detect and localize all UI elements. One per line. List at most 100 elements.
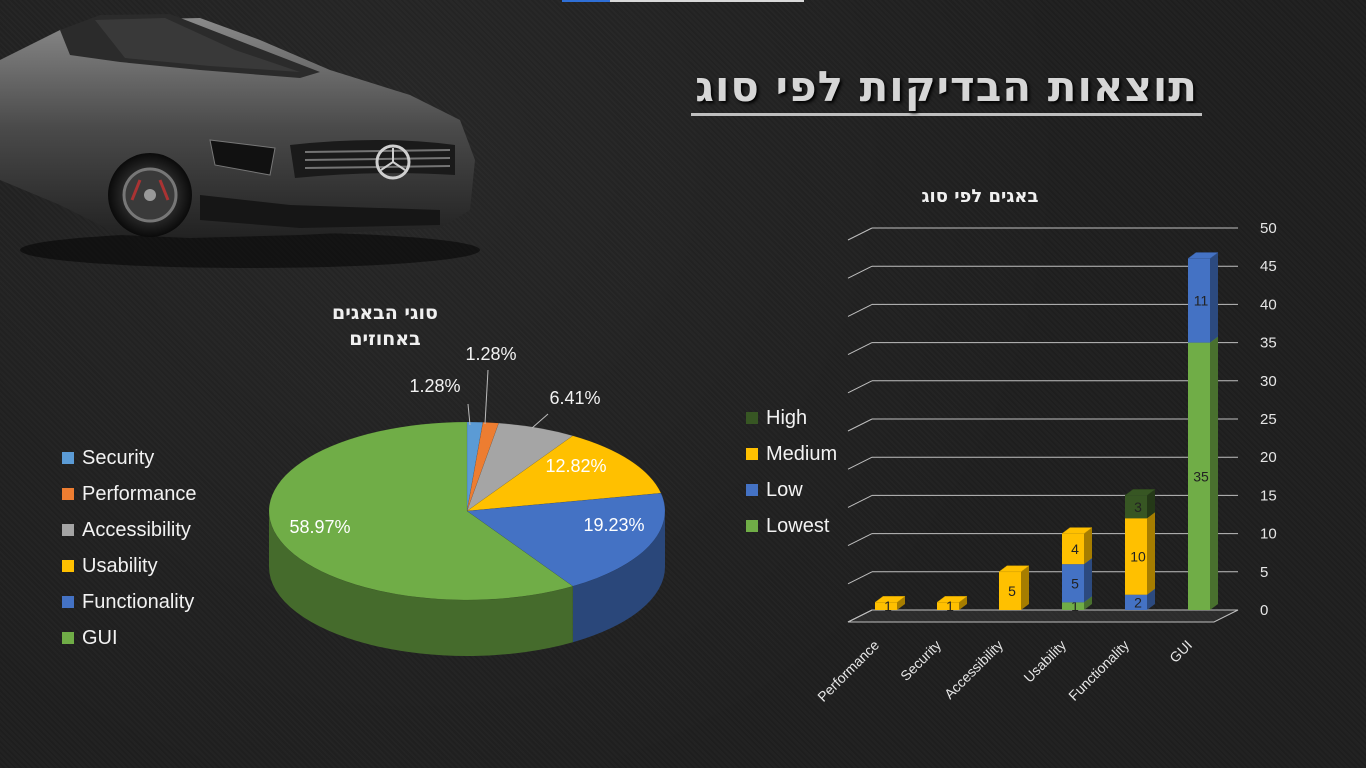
pie-slice-accessibility	[466, 422, 574, 512]
pie-slice-side-functionality	[572, 511, 665, 643]
bar-y-tick-label: 45	[1260, 258, 1277, 275]
bar-legend-item-lowest: Lowest	[746, 508, 837, 544]
bar-segment-top	[1061, 557, 1093, 565]
pie-legend-swatch	[62, 488, 74, 500]
pie-legend-item-accessibility: Accessibility	[62, 512, 197, 548]
pie-legend-swatch	[62, 452, 74, 464]
bar-segment-side	[897, 596, 905, 610]
page-title: תוצאות הבדיקות לפי סוג	[691, 62, 1202, 116]
bar-data-label: 1	[946, 598, 954, 614]
bar-legend-label: Low	[766, 478, 803, 501]
pie-legend-swatch	[62, 560, 74, 572]
pie-legend-item-functionality: Functionality	[62, 584, 197, 620]
bar-segment-top	[1124, 588, 1156, 595]
bar-segment-side	[1147, 489, 1155, 519]
pie-slice-usability	[466, 435, 662, 512]
bar-legend: High Medium Low Lowest	[746, 400, 837, 544]
slide-top-bar-accent	[562, 0, 610, 2]
bar-segment-side	[959, 596, 967, 610]
bar-legend-swatch	[746, 520, 758, 532]
pie-legend-label: Accessibility	[82, 518, 191, 541]
bar-segment-usability-low	[1062, 564, 1084, 603]
bar-floor	[847, 609, 1239, 623]
pie-leader-line	[467, 403, 471, 426]
bar-gridline-depth	[847, 342, 873, 356]
bar-segment-accessibility-medium	[999, 571, 1021, 610]
pie-slice-security	[466, 421, 484, 512]
pie-legend-label: GUI	[82, 626, 118, 649]
pie-legend-item-gui: GUI	[62, 620, 197, 656]
pie-data-label-accessibility: 6.41%	[549, 388, 600, 408]
bar-segment-top	[936, 596, 968, 603]
pie-data-label-performance: 1.28%	[465, 344, 516, 364]
bar-data-label: 2	[1134, 594, 1142, 610]
bar-legend-item-medium: Medium	[746, 436, 837, 472]
bar-segment-side	[1021, 565, 1029, 610]
bar-x-tick-label-security: Security	[897, 637, 944, 684]
bar-segment-side	[1084, 596, 1092, 610]
bar-gridline-depth	[847, 494, 873, 508]
bar-legend-label: Medium	[766, 442, 838, 465]
bar-data-label: 10	[1130, 549, 1146, 565]
bar-y-tick-label: 15	[1260, 487, 1277, 504]
bar-y-tick-label: 0	[1260, 602, 1268, 619]
bar-data-label: 5	[1071, 575, 1079, 591]
bar-segment-side	[1084, 558, 1092, 603]
bar-segment-top	[1124, 512, 1156, 519]
bar-data-label: 11	[1194, 293, 1209, 309]
pie-data-label-security: 1.28%	[409, 376, 460, 396]
bar-segment-top	[1187, 336, 1219, 343]
pie-leader-line	[531, 413, 549, 429]
bar-data-label: 1	[884, 598, 892, 614]
bar-gridline-depth	[847, 456, 873, 470]
bar-segment-top	[1187, 252, 1219, 259]
bar-segment-side	[1147, 588, 1155, 610]
bar-segment-top	[1061, 596, 1093, 603]
bar-legend-swatch	[746, 484, 758, 496]
bar-segment-usability-medium	[1062, 533, 1084, 565]
bar-x-tick-label-gui: GUI	[1166, 637, 1195, 666]
bar-segment-security-medium	[937, 602, 959, 610]
pie-legend-item-performance: Performance	[62, 476, 197, 512]
slide-top-bar	[562, 0, 804, 2]
pie-legend-label: Functionality	[82, 590, 195, 613]
bar-segment-functionality-high	[1125, 495, 1147, 519]
pie-slice-performance	[466, 422, 500, 512]
bar-x-tick-label-accessibility: Accessibility	[941, 637, 1006, 702]
bar-y-tick-label: 5	[1260, 564, 1268, 581]
car-image	[0, 14, 480, 268]
bar-data-label: 1	[1071, 598, 1079, 614]
bar-legend-label: Lowest	[766, 514, 830, 537]
pie-slice-gui	[268, 421, 574, 601]
pie-title-line-1: סוגי הבאגים	[332, 302, 438, 324]
bar-legend-item-high: High	[746, 400, 837, 436]
pie-data-label-functionality: 19.23%	[583, 515, 644, 535]
bar-y-tick-label: 25	[1260, 411, 1277, 428]
pie-leader-line	[484, 369, 489, 425]
pie-chart-title: סוגי הבאגים באחוזים	[300, 300, 470, 352]
bar-segment-side	[1084, 527, 1092, 565]
bar-segment-functionality-low	[1125, 594, 1147, 610]
bar-gridline-depth	[847, 609, 873, 623]
bar-legend-item-low: Low	[746, 472, 837, 508]
bar-y-tick-label: 30	[1260, 373, 1277, 390]
bar-segment-top	[874, 596, 906, 603]
bar-gridline-depth	[847, 303, 873, 317]
pie-data-label-gui: 58.97%	[289, 517, 350, 537]
bar-segment-side	[1210, 336, 1218, 610]
bar-segment-gui-low	[1188, 258, 1210, 343]
bar-legend-swatch	[746, 448, 758, 460]
pie-title-line-2: באחוזים	[349, 328, 421, 350]
bar-data-label: 3	[1134, 499, 1142, 515]
bar-segment-functionality-medium	[1125, 518, 1147, 595]
bar-legend-swatch	[746, 412, 758, 424]
bar-data-label: 35	[1193, 468, 1209, 484]
bar-gridline-depth	[847, 571, 873, 585]
bar-chart-title: באגים לפי סוג	[921, 186, 1039, 207]
pie-data-label-usability: 12.82%	[545, 456, 606, 476]
bar-y-tick-label: 35	[1260, 335, 1277, 352]
bar-gridline-depth	[847, 227, 873, 241]
bar-segment-gui-lowest	[1188, 342, 1210, 610]
pie-legend-swatch	[62, 632, 74, 644]
bar-y-tick-label: 40	[1260, 296, 1277, 313]
